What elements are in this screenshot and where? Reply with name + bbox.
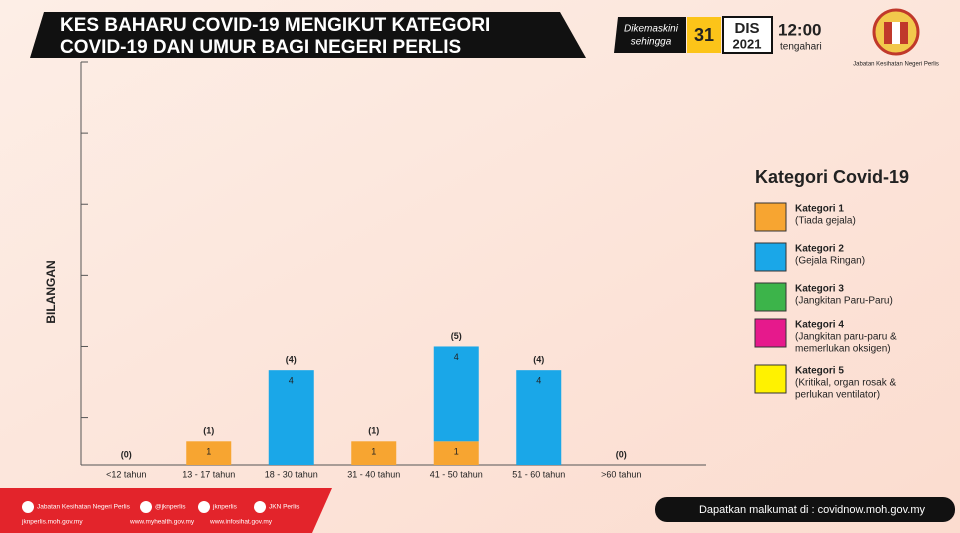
site-link: www.infosihat.gov.my — [209, 519, 273, 526]
logo-caption: Jabatan Kesihatan Negeri Perlis — [853, 62, 939, 68]
x-tick-label: 31 - 40 tahun — [347, 469, 400, 479]
segment-label: 4 — [454, 352, 459, 362]
logo — [872, 8, 920, 56]
legend-swatch — [754, 242, 787, 272]
x-tick-label: 41 - 50 tahun — [430, 469, 483, 479]
time: 12:00 — [778, 20, 821, 39]
title: COVID-19 DAN UMUR BAGI NEGERI PERLIS — [60, 37, 461, 58]
segment-label: 1 — [371, 447, 376, 457]
legend-swatch — [754, 202, 787, 232]
social-icon — [140, 501, 152, 513]
bar-segment — [433, 346, 479, 442]
segment-label: 1 — [206, 447, 211, 457]
day-box — [687, 17, 721, 53]
legend-description: (Gejala Ringan) — [795, 256, 865, 267]
x-tick-label: >60 tahun — [601, 469, 641, 479]
segment-label: 4 — [536, 376, 541, 386]
bar-segment — [186, 441, 232, 465]
social-handle: @jknperlis — [155, 504, 186, 511]
legend-name: Kategori 4 — [795, 320, 844, 331]
legend-name: Kategori 1 — [795, 204, 844, 215]
date-box — [614, 17, 686, 53]
legend-name: Kategori 5 — [795, 366, 844, 377]
social-handle: jknperlis — [212, 504, 238, 511]
site-link: jknperlis.moh.gov.my — [21, 519, 83, 526]
social-handle: JKN Perlis — [269, 504, 300, 511]
legend-description: memerlukan oksigen) — [795, 344, 891, 355]
bar-segment — [516, 370, 562, 465]
updated-label: Dikemaskini — [624, 24, 679, 35]
segment-label: 1 — [454, 447, 459, 457]
year: 2021 — [733, 36, 762, 51]
legend-description: perlukan ventilator) — [795, 390, 880, 401]
total-label: (1) — [368, 426, 379, 436]
day: 31 — [694, 25, 714, 45]
info-text: Dapatkan malkumat di : covidnow.moh.gov.… — [699, 504, 926, 516]
legend-description: (Jangkitan Paru-Paru) — [795, 296, 893, 307]
total-label: (4) — [286, 355, 297, 365]
total-label: (0) — [616, 449, 627, 459]
total-label: (5) — [451, 331, 462, 341]
legend-swatch — [754, 364, 787, 394]
time-note: tengahari — [780, 42, 822, 53]
x-tick-label: 51 - 60 tahun — [512, 469, 565, 479]
y-axis-label: BILANGAN — [44, 260, 58, 323]
segment-label: 4 — [289, 376, 294, 386]
title-banner — [30, 12, 586, 58]
month-box — [722, 16, 773, 54]
bar-segment — [268, 370, 314, 465]
social-icon — [22, 501, 34, 513]
total-label: (1) — [203, 426, 214, 436]
total-label: (4) — [533, 355, 544, 365]
legend-swatch — [754, 282, 787, 312]
site-link: www.myhealth.gov.my — [129, 519, 195, 526]
legend-description: (Kritikal, organ rosak & — [795, 378, 896, 389]
legend-title: Kategori Covid-19 — [755, 167, 909, 187]
total-label: (0) — [121, 449, 132, 459]
footer-strip — [0, 488, 332, 533]
legend-description: (Jangkitan paru-paru & — [795, 332, 897, 343]
social-handle: Jabatan Kesihatan Negeri Perlis — [37, 504, 131, 511]
legend-description: (Tiada gejala) — [795, 216, 856, 227]
legend-swatch — [754, 318, 787, 348]
x-tick-label: 18 - 30 tahun — [265, 469, 318, 479]
updated-label: sehingga — [631, 37, 672, 48]
social-icon — [254, 501, 266, 513]
legend-name: Kategori 3 — [795, 284, 844, 295]
legend-name: Kategori 2 — [795, 244, 844, 255]
bar-segment — [351, 441, 397, 465]
x-tick-label: 13 - 17 tahun — [182, 469, 235, 479]
info-box — [655, 497, 955, 522]
bar-segment — [433, 441, 479, 465]
title: KES BAHARU COVID-19 MENGIKUT KATEGORI — [60, 15, 490, 36]
social-icon — [198, 501, 210, 513]
x-tick-label: <12 tahun — [106, 469, 146, 479]
month: DIS — [734, 20, 759, 37]
